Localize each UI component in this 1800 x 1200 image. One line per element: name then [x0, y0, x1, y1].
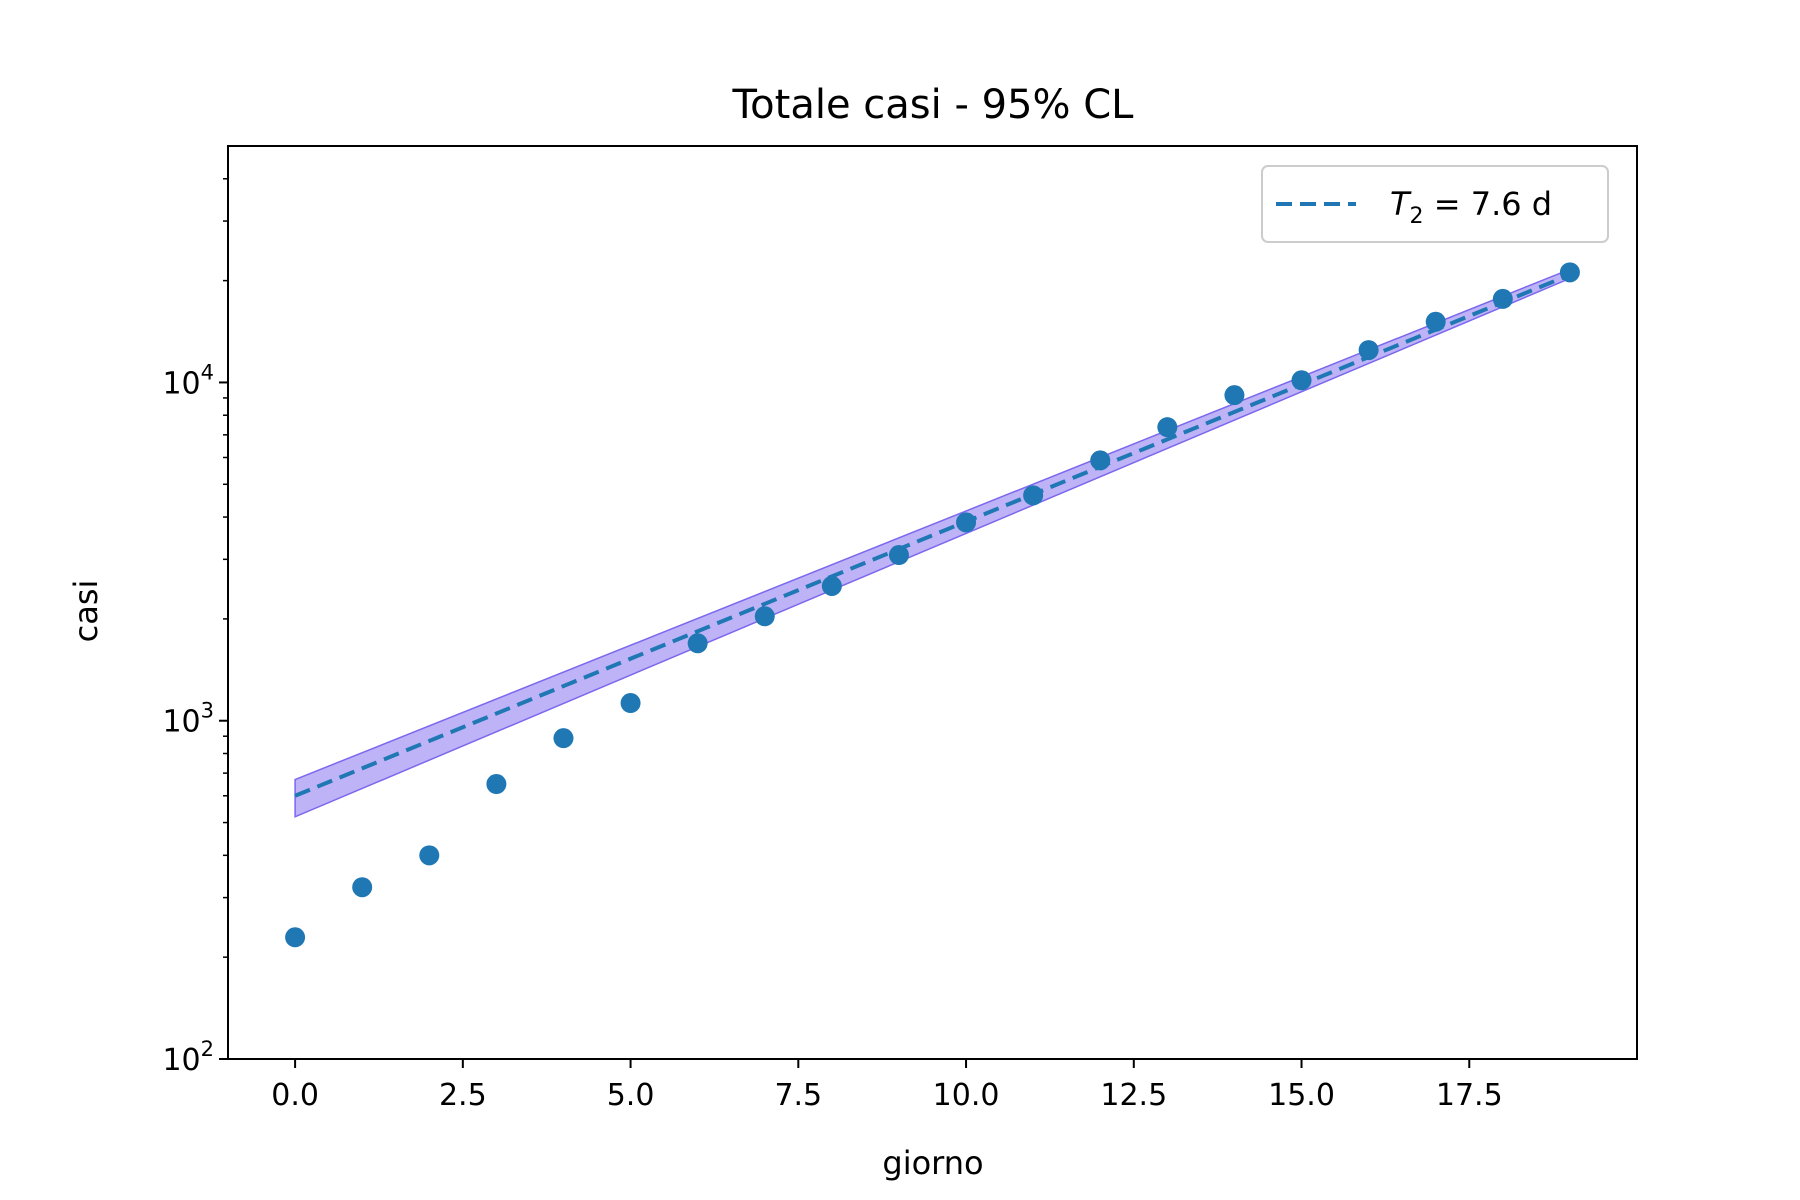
data-point — [1157, 417, 1178, 438]
axes-frame — [227, 145, 1638, 1060]
x-tick-label: 15.0 — [1268, 1078, 1335, 1113]
plot-area — [285, 262, 1580, 948]
x-tick-label: 0.0 — [271, 1078, 319, 1113]
y-tick-label: 104 — [162, 360, 214, 401]
x-tick-label: 12.5 — [1100, 1078, 1167, 1113]
legend: T2 = 7.6 d — [1261, 165, 1609, 243]
data-point — [352, 877, 373, 898]
data-point — [888, 545, 909, 566]
legend-entry-fit: T2 = 7.6 d — [1390, 185, 1552, 229]
legend-entry-symbol: T — [1390, 185, 1412, 223]
data-point — [821, 575, 842, 596]
x-tick-label: 2.5 — [439, 1078, 487, 1113]
data-point — [1224, 385, 1245, 406]
y-tick-label: 102 — [162, 1037, 214, 1078]
data-point — [285, 927, 306, 948]
x-axis-label: giorno — [882, 1144, 983, 1182]
data-point — [687, 633, 708, 654]
legend-entry-value: = 7.6 d — [1424, 185, 1553, 223]
x-tick-label: 7.5 — [774, 1078, 822, 1113]
y-tick-label: 103 — [162, 699, 214, 740]
data-point — [553, 728, 574, 749]
legend-entry-subscript: 2 — [1410, 204, 1424, 229]
data-point — [620, 693, 641, 714]
legend-box — [1261, 165, 1609, 243]
data-point — [754, 606, 775, 627]
data-point — [419, 845, 440, 866]
chart-title: Totale casi - 95% CL — [732, 82, 1135, 128]
data-point — [486, 774, 507, 795]
y-axis-label: casi — [67, 580, 105, 643]
fit-line — [294, 273, 1571, 798]
x-tick-label: 17.5 — [1436, 1078, 1503, 1113]
x-tick-label: 5.0 — [607, 1078, 655, 1113]
x-tick-label: 10.0 — [933, 1078, 1000, 1113]
axes: 0.0 2.5 5.0 7.5 10.0 12.5 15.0 17.5 102 103 104 — [162, 145, 1638, 1113]
